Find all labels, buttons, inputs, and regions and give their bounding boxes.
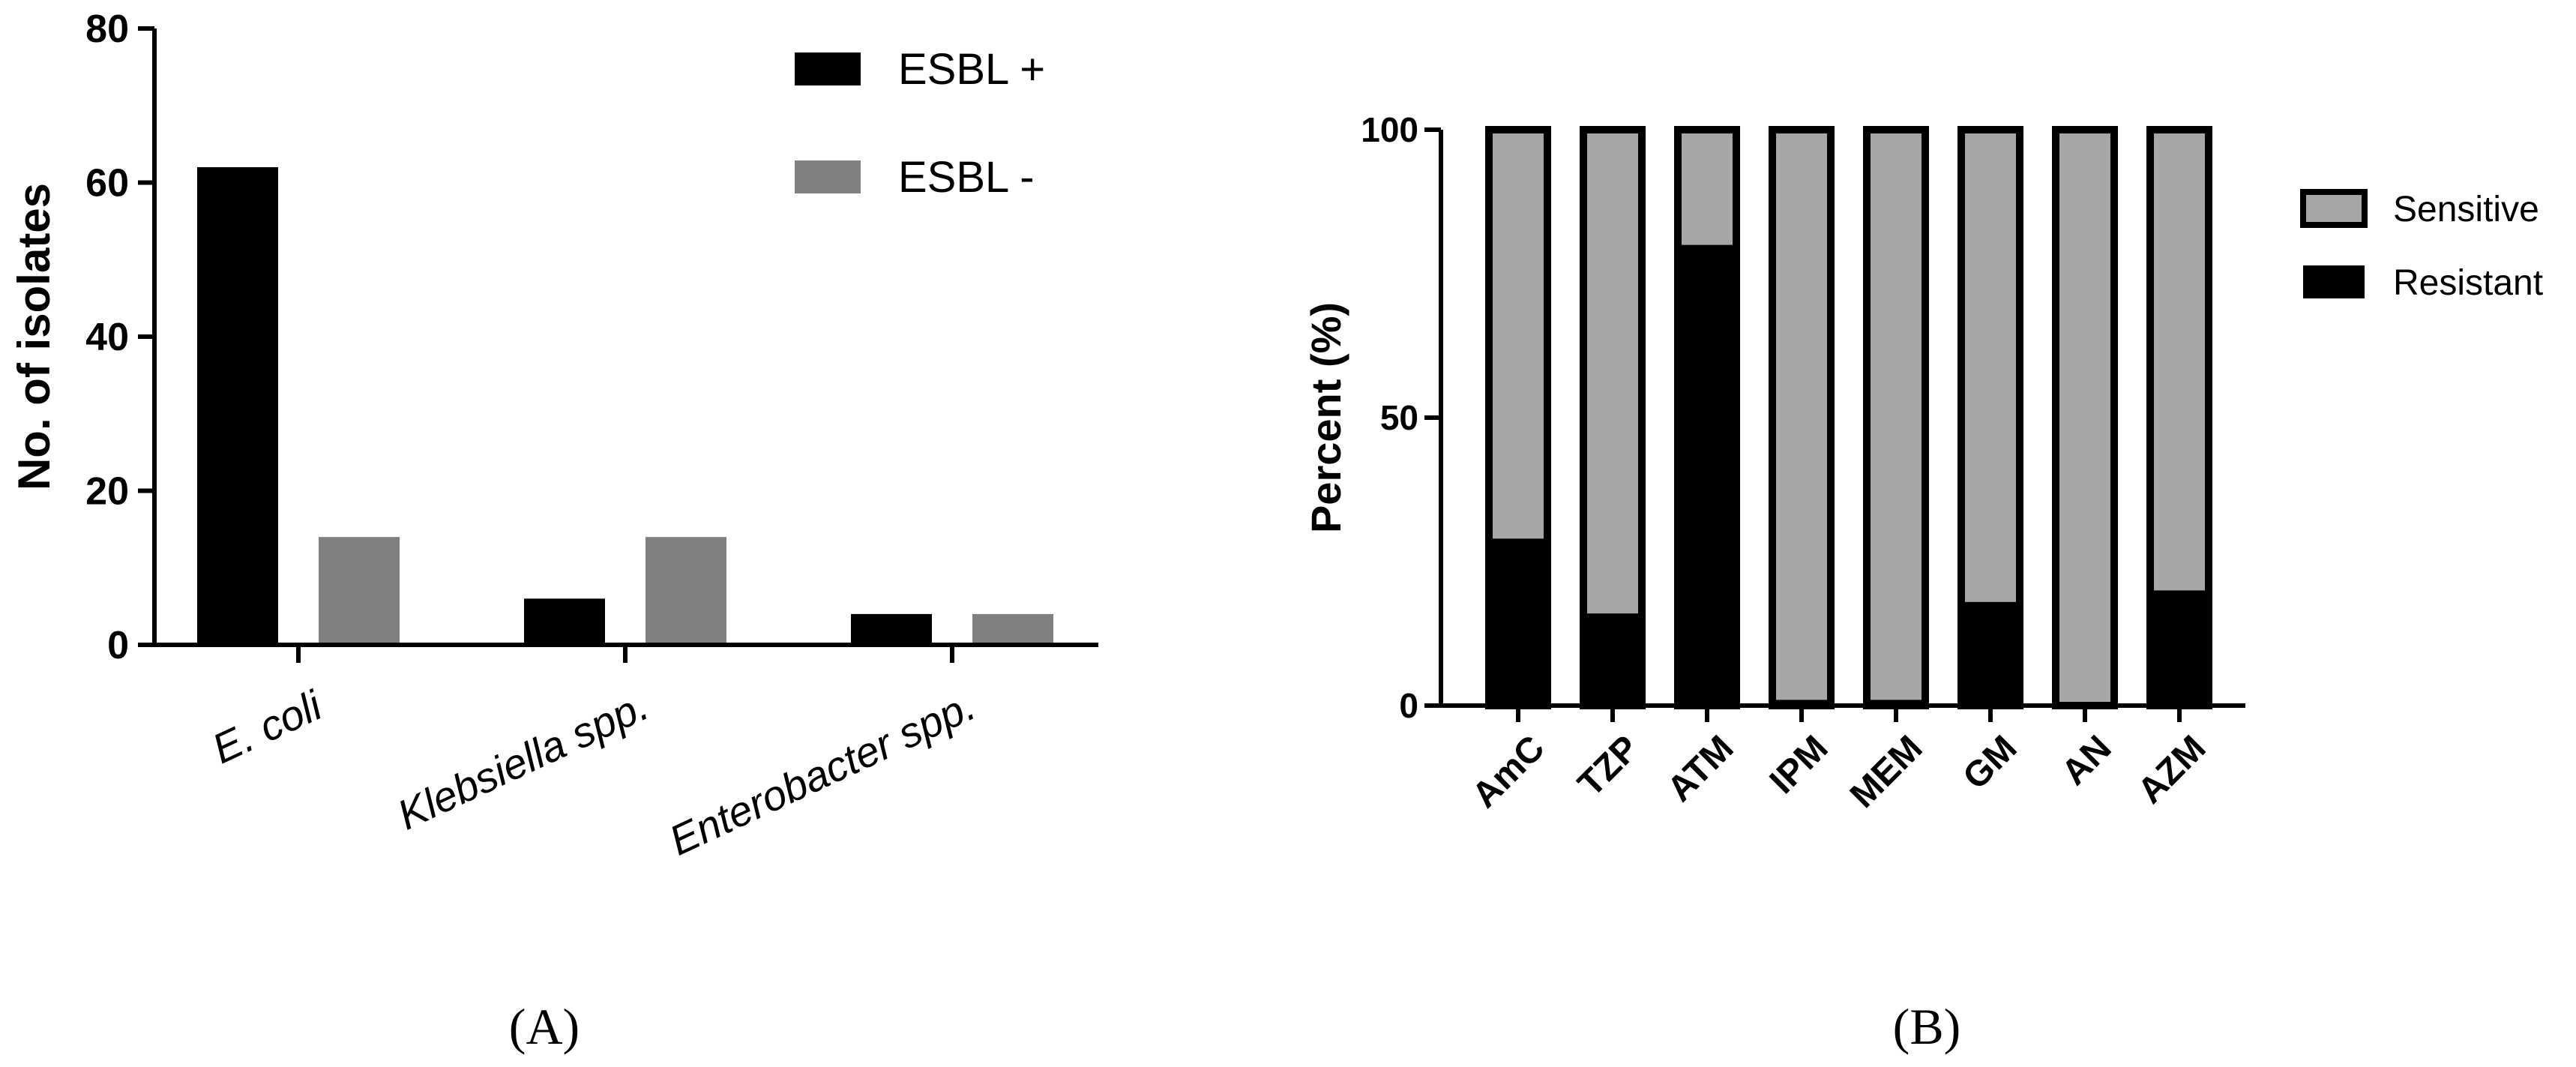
y-axis-title: No. of isolates <box>9 183 59 490</box>
bar-resistant <box>2150 590 2209 706</box>
legend-label: Resistant <box>2393 263 2543 303</box>
x-category-label: MEM <box>1843 728 1931 816</box>
x-category-label: Klebsiella spp. <box>390 682 655 839</box>
bar-sensitive <box>1772 130 1831 700</box>
x-category-label: ATM <box>1660 728 1741 809</box>
chart-b-antibiotic-susceptibility: AmC TZP ATM IPM MEM GM AN AZM 0 50 100 Percent (%) S… <box>1302 110 2543 816</box>
bar-sensitive <box>1583 130 1642 614</box>
legend-swatch-resistant <box>2303 265 2365 298</box>
bar-resistant <box>1489 538 1547 706</box>
x-category-label: E. coli <box>205 681 329 772</box>
legend-swatch-esbl-pos <box>795 52 861 85</box>
legend-swatch-sensitive <box>2300 189 2368 228</box>
legend-swatch-esbl-neg <box>795 160 861 193</box>
y-tick-label: 40 <box>85 316 129 359</box>
bar-resistant <box>1583 613 1642 706</box>
bar-esbl-neg <box>319 537 400 645</box>
bar-sensitive <box>2150 130 2209 591</box>
bar-sensitive <box>1961 130 2020 602</box>
bar-esbl-pos <box>851 613 932 645</box>
x-category-label: Enterobacter spp. <box>662 682 982 865</box>
y-tick-label: 60 <box>85 162 129 205</box>
x-category-label: GM <box>1955 728 2024 797</box>
legend-label: Sensitive <box>2393 190 2539 229</box>
y-axis-title: Percent (%) <box>1302 302 1349 533</box>
legend-label: ESBL - <box>898 153 1035 202</box>
bar-sensitive <box>1489 130 1547 539</box>
y-tick-label: 100 <box>1361 110 1418 149</box>
panel-label-b: (B) <box>1893 998 1961 1055</box>
bar-sensitive <box>1678 130 1736 245</box>
legend-label: ESBL + <box>898 45 1045 94</box>
panel-label-a: (A) <box>509 998 580 1055</box>
chart-a-esbl-isolates: 0 20 40 60 80 E. coli Klebsiella spp. Enterobac… <box>9 7 1098 865</box>
bar-esbl-neg <box>645 537 726 645</box>
x-category-label: AZM <box>2131 728 2214 811</box>
y-tick-label: 80 <box>85 7 129 51</box>
y-tick-label: 50 <box>1380 398 1418 437</box>
bar-esbl-pos <box>524 598 605 645</box>
y-tick-label: 20 <box>85 470 129 514</box>
x-category-label: IPM <box>1763 728 1836 802</box>
x-category-label: TZP <box>1571 728 1647 805</box>
x-category-label: AmC <box>1465 728 1553 816</box>
x-category-label: AN <box>2054 728 2119 793</box>
bar-sensitive <box>2056 130 2114 706</box>
y-tick-label: 0 <box>107 624 129 667</box>
bar-esbl-neg <box>972 613 1053 645</box>
bar-resistant <box>1961 601 2020 706</box>
bar-esbl-pos <box>197 166 278 645</box>
y-tick-label: 0 <box>1399 686 1418 725</box>
bar-sensitive <box>1867 130 1925 700</box>
bar-resistant <box>1678 244 1736 706</box>
